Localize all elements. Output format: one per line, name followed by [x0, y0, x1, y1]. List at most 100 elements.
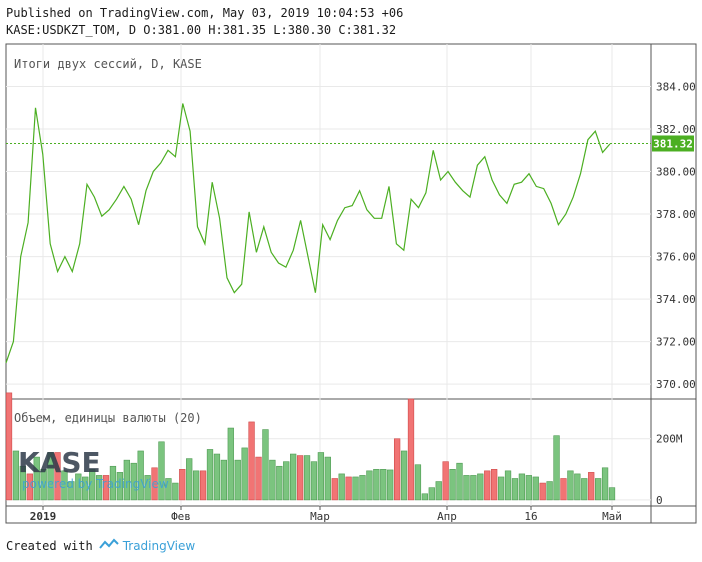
volume-bar	[151, 467, 158, 501]
volume-bar	[414, 464, 422, 501]
price-tick-label: 374.00	[656, 293, 696, 306]
volume-bar	[68, 481, 75, 501]
volume-bar	[199, 470, 207, 501]
volume-bar	[172, 482, 179, 501]
volume-bar	[206, 449, 214, 501]
volume-bar	[449, 469, 456, 501]
price-tick-label: 382.00	[656, 123, 696, 136]
volume-bar	[581, 478, 588, 501]
volume-bar	[428, 487, 435, 501]
volume-bar	[26, 473, 33, 501]
tradingview-icon	[98, 538, 119, 553]
volume-bar	[192, 470, 200, 501]
volume-bar	[290, 453, 297, 501]
volume-bar	[345, 476, 352, 501]
volume-bar	[61, 470, 68, 501]
volume-bar	[608, 487, 616, 501]
volume-bar	[5, 392, 13, 501]
volume-bar	[484, 470, 491, 501]
volume-pane-title: Объем, единицы валюты (20)	[14, 411, 202, 425]
powered-by-text: powered by TradingView	[22, 477, 169, 491]
volume-bar	[310, 461, 318, 501]
volume-bar	[75, 473, 82, 501]
volume-bar	[594, 478, 602, 501]
volume-bar	[317, 452, 325, 501]
volume-bar	[296, 455, 304, 501]
volume-bar	[255, 456, 262, 501]
volume-bar	[456, 462, 463, 501]
volume-bar	[248, 421, 255, 501]
price-line	[5, 103, 611, 364]
price-tick-label: 384.00	[656, 81, 696, 94]
volume-bar	[601, 467, 609, 501]
volume-bar	[12, 450, 20, 501]
footer: Created with TradingView	[6, 538, 195, 553]
volume-bar	[387, 469, 394, 501]
volume-bar	[553, 435, 560, 501]
time-tick-label: Мар	[310, 510, 330, 523]
volume-bar	[283, 461, 290, 501]
time-tick-label: Фев	[171, 510, 191, 523]
volume-bar	[158, 441, 165, 501]
volume-bar	[102, 475, 110, 501]
volume-bar	[165, 478, 172, 501]
volume-bar	[324, 456, 331, 501]
chart-frame	[5, 43, 697, 524]
volume-bar	[442, 461, 449, 501]
volume-bars	[5, 392, 616, 501]
price-tick-label: 378.00	[656, 208, 696, 221]
volume-bar	[574, 473, 581, 501]
grid-lines	[6, 44, 651, 506]
volume-bar	[276, 465, 283, 501]
volume-bar	[373, 469, 380, 501]
volume-bar	[82, 476, 89, 501]
volume-bar	[504, 470, 512, 501]
price-series	[5, 103, 651, 364]
volume-bar	[567, 470, 574, 501]
price-pane-title: Итоги двух сессий, D, KASE	[14, 57, 202, 71]
volume-bar	[546, 481, 553, 501]
axis-labels: 384.00 382.00 380.00 378.00 376.00 374.00 372.…	[30, 81, 696, 523]
volume-bar	[421, 493, 429, 501]
tradingview-link[interactable]: TradingView	[122, 538, 196, 553]
volume-bar	[588, 472, 595, 501]
volume-bar	[435, 481, 442, 501]
time-tick-label: 2019	[30, 510, 57, 523]
volume-bar	[234, 459, 241, 501]
volume-bar	[518, 473, 526, 501]
volume-bar	[186, 458, 193, 501]
volume-bar	[491, 469, 498, 501]
volume-bar	[407, 398, 415, 501]
volume-bar	[227, 427, 234, 501]
time-tick-label: 16	[524, 510, 537, 523]
volume-bar	[19, 465, 27, 501]
volume-bar	[303, 455, 311, 501]
volume-bar	[477, 473, 484, 501]
volume-bar	[470, 475, 477, 501]
volume-bar	[359, 475, 366, 501]
volume-bar	[497, 476, 505, 501]
volume-bar	[269, 459, 276, 501]
volume-bar	[123, 459, 130, 501]
volume-bar	[380, 469, 387, 501]
volume-bar	[331, 478, 338, 501]
volume-bar	[179, 469, 186, 501]
volume-bar	[40, 469, 47, 501]
volume-bar	[137, 450, 144, 501]
volume-bar	[525, 475, 532, 501]
kase-watermark: KASE powered by TradingView	[18, 446, 169, 491]
kase-logo-text: KASE	[18, 446, 101, 479]
volume-bar	[463, 475, 470, 501]
published-header: Published on TradingView.com, May 03, 20…	[6, 6, 404, 20]
volume-tick-label: 0	[656, 494, 663, 507]
volume-bar	[144, 475, 151, 501]
volume-bar	[338, 473, 345, 501]
volume-bar	[393, 438, 401, 501]
volume-bar	[213, 453, 221, 501]
time-tick-label: Май	[602, 510, 622, 523]
volume-bar	[33, 456, 40, 501]
volume-bar	[95, 475, 103, 501]
price-tick-label: 376.00	[656, 251, 696, 264]
price-tick-label: 370.00	[656, 378, 696, 391]
